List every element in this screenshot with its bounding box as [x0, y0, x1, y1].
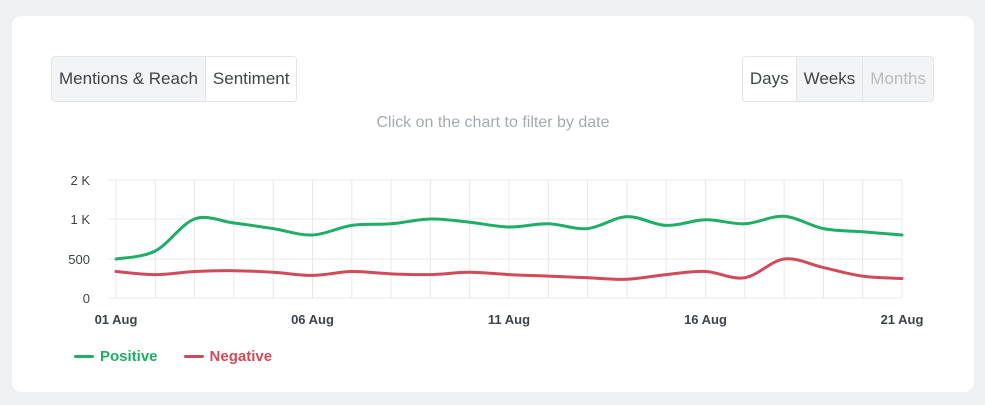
x-tick-label: 01 Aug: [95, 312, 138, 327]
tab-weeks[interactable]: Weeks: [795, 57, 863, 101]
series-line-positive: [114, 214, 904, 261]
tab-days[interactable]: Days: [742, 57, 796, 101]
legend-label-positive: Positive: [100, 348, 158, 365]
tab-months[interactable]: Months: [862, 57, 933, 101]
chart-legend: Positive Negative: [74, 348, 272, 365]
y-tick-label: 0: [83, 291, 90, 306]
view-toggle: Mentions & Reach Sentiment: [51, 56, 298, 102]
sentiment-line-chart[interactable]: 0 500 1 K 2 K 01 Aug 06 Aug 11 Aug 16 Aug 21 Aug: [12, 16, 974, 392]
x-tick-label: 06 Aug: [291, 312, 334, 327]
x-tick-label: 16 Aug: [684, 312, 727, 327]
legend-label-negative: Negative: [209, 348, 273, 365]
y-tick-label: 2 K: [70, 173, 90, 188]
chart-hint: Click on the chart to filter by date: [376, 114, 610, 131]
x-tick-label: 11 Aug: [488, 312, 530, 327]
legend-item-negative[interactable]: Negative: [183, 348, 273, 365]
legend-swatch-positive: [74, 355, 94, 358]
tab-mentions-reach[interactable]: Mentions & Reach: [52, 57, 205, 101]
legend-item-positive[interactable]: Positive: [74, 348, 158, 365]
y-tick-label: 500: [68, 252, 90, 267]
y-tick-label: 1 K: [70, 212, 90, 227]
legend-swatch-negative: [183, 355, 204, 358]
chart-card: Mentions & Reach Sentiment Days Weeks Mo…: [12, 16, 974, 392]
period-toggle: Days Weeks Months: [741, 56, 934, 102]
series-line-negative: [114, 257, 904, 281]
x-tick-label: 21 Aug: [881, 312, 924, 327]
tab-sentiment[interactable]: Sentiment: [204, 57, 297, 101]
